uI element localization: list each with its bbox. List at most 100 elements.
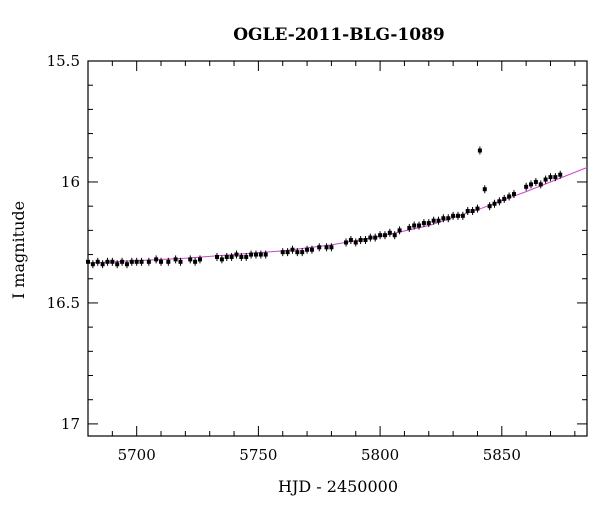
data-point: [258, 252, 263, 257]
data-point: [511, 192, 516, 197]
data-point: [317, 245, 322, 250]
data-point: [497, 199, 502, 204]
axis-ticks: [87, 60, 587, 436]
data-point: [309, 247, 314, 252]
data-point: [363, 238, 368, 243]
x-tick-label: 5850: [483, 446, 521, 464]
data-point: [239, 254, 244, 259]
model-curve: [87, 167, 588, 264]
data-point: [105, 259, 110, 264]
data-point: [329, 245, 334, 250]
data-point: [234, 252, 239, 257]
data-point: [90, 262, 95, 267]
x-tick-label: 5800: [361, 446, 399, 464]
data-point: [373, 235, 378, 240]
data-point: [344, 240, 349, 245]
data-point: [475, 206, 480, 211]
data-point: [524, 184, 529, 189]
data-point: [451, 213, 456, 218]
data-point: [188, 257, 193, 262]
data-point: [378, 233, 383, 238]
data-point: [134, 259, 139, 264]
data-point: [115, 262, 120, 267]
x-tick-label: 5750: [239, 446, 277, 464]
data-point: [305, 247, 310, 252]
data-point: [436, 218, 441, 223]
data-point: [529, 182, 534, 187]
data-point: [353, 240, 358, 245]
y-axis-label: I magnitude: [9, 201, 28, 299]
data-point: [387, 230, 392, 235]
data-point: [295, 250, 300, 255]
data-point: [124, 262, 129, 267]
data-point: [492, 201, 497, 206]
data-point: [215, 254, 220, 259]
data-point: [553, 175, 558, 180]
data-point: [426, 221, 431, 226]
data-point: [392, 233, 397, 238]
data-point: [285, 250, 290, 255]
y-tick-label: 16: [61, 173, 80, 191]
data-point: [253, 252, 258, 257]
data-point: [358, 238, 363, 243]
data-point: [300, 250, 305, 255]
data-point: [159, 259, 164, 264]
plot-frame: [87, 60, 588, 437]
data-point: [460, 213, 465, 218]
data-point: [154, 257, 159, 262]
data-point: [324, 245, 329, 250]
data-point: [280, 250, 285, 255]
data-point: [382, 233, 387, 238]
data-point: [249, 252, 254, 257]
data-point: [193, 259, 198, 264]
data-point: [244, 254, 249, 259]
data-point: [146, 259, 151, 264]
data-point: [120, 259, 125, 264]
data-point: [197, 257, 202, 262]
data-point: [441, 216, 446, 221]
data-point: [95, 259, 100, 264]
data-point: [178, 259, 183, 264]
data-point: [470, 209, 475, 213]
data-point: [412, 223, 417, 228]
data-point: [417, 223, 422, 228]
data-point: [538, 182, 543, 187]
y-tick-label: 17: [61, 415, 80, 433]
data-point: [502, 196, 507, 201]
data-point: [229, 254, 234, 259]
data-point: [263, 252, 268, 257]
data-point: [482, 187, 487, 192]
axis-tick-labels: 5700 5750 5800 5850 15.5 16 16.5 17: [47, 52, 521, 464]
data-point: [487, 204, 492, 209]
data-point: [446, 216, 451, 221]
data-point: [129, 259, 134, 264]
data-point: [543, 177, 548, 182]
data-point: [139, 259, 144, 264]
data-point: [173, 257, 178, 262]
data-point: [407, 225, 412, 230]
data-point: [110, 259, 115, 264]
data-points: [86, 146, 563, 269]
x-axis-label: HJD - 2450000: [278, 477, 398, 496]
data-point: [548, 175, 553, 180]
data-point: [507, 194, 512, 199]
data-point: [477, 148, 482, 153]
data-point: [224, 254, 229, 259]
data-point: [219, 257, 224, 262]
data-point: [558, 172, 563, 177]
data-point: [290, 247, 295, 252]
data-point: [455, 213, 460, 218]
data-point: [431, 218, 436, 223]
x-tick-label: 5700: [118, 446, 156, 464]
data-point: [368, 235, 373, 240]
data-point: [348, 238, 353, 243]
data-point: [100, 262, 105, 267]
data-point: [465, 209, 470, 213]
data-point: [421, 221, 426, 226]
data-point: [86, 259, 90, 264]
y-tick-label: 15.5: [47, 52, 80, 70]
chart-title: OGLE-2011-BLG-1089: [233, 25, 445, 45]
data-point: [533, 179, 538, 184]
data-point: [166, 259, 171, 264]
